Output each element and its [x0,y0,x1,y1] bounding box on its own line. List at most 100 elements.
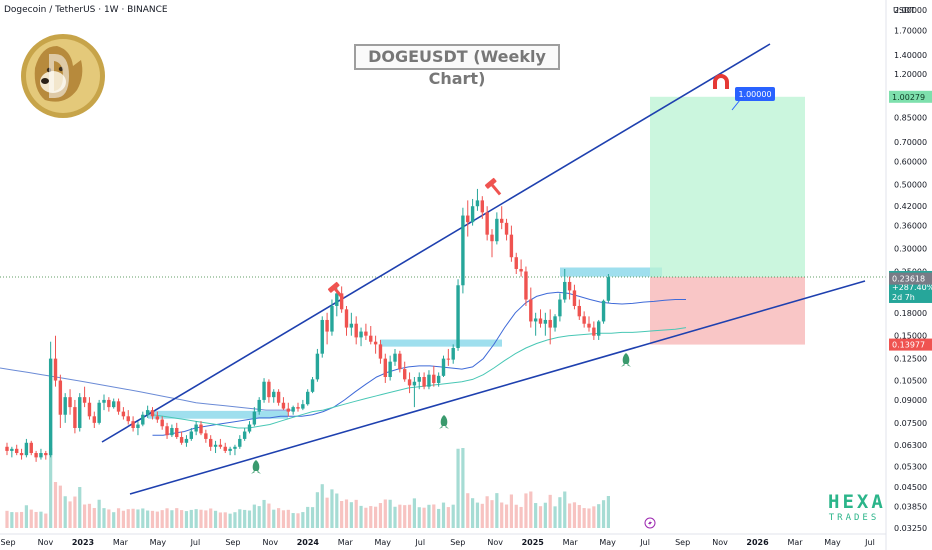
candle-body [63,397,67,415]
x-tick-label: Nov [38,538,54,547]
x-tick-label: 2026 [746,538,769,547]
volume-bar [437,508,441,528]
volume-bar [325,497,329,528]
candle-body [572,290,577,306]
volume-bar [92,507,96,528]
volume-bar [277,508,281,528]
volume-bar [480,503,484,528]
candle-body [15,448,19,454]
volume-bar [475,502,480,528]
volume-bar [504,504,509,528]
candle-body [461,215,465,286]
volume-bar [529,491,533,528]
volume-bar [136,509,140,528]
volume-bar [315,492,319,528]
y-tick-label: 0.04500 [894,483,927,492]
y-tick-label: 0.36000 [894,222,927,231]
last-price-tag-text: +287.40% [892,283,932,292]
candle-body [393,353,397,362]
volume-bar [63,496,67,528]
volume-bar [267,503,271,528]
volume-bar [524,493,528,528]
volume-bar [485,496,489,528]
candle-body [141,414,145,425]
candle-body [485,212,489,235]
y-tick-label: 0.15000 [894,332,927,341]
y-tick-label: 0.03850 [894,503,927,512]
y-tick-label: 0.18000 [894,309,927,318]
volume-bar [87,503,92,528]
symbol-header[interactable]: Dogecoin / TetherUS · 1W · BINANCE [4,5,168,15]
candle-body [189,431,193,439]
candle-body [136,424,140,428]
volume-bar [378,503,383,528]
volume-bar [121,510,125,528]
candle-body [97,402,101,423]
candle-body [301,404,305,409]
volume-bar [534,503,538,528]
volume-bar [286,509,290,528]
doge-logo [21,34,105,118]
volume-bar [330,489,334,528]
volume-bar [364,507,368,528]
volume-bar [189,509,193,528]
candle-body [567,281,572,291]
candle-body [500,218,504,223]
candle-body [276,391,281,403]
currency-label: USDT [893,6,915,15]
volume-bar [233,512,237,528]
hammer-icon [484,177,502,196]
candlesticks [5,188,611,462]
candle-body [563,281,567,300]
candle-body [291,407,295,412]
candle-body [48,358,53,456]
volume-bar [112,512,116,528]
volume-bar [335,493,339,528]
price-labels: 1.002790.23930+287.40%2d 7h0.236180.1397… [889,90,932,351]
volume-bar [538,506,543,528]
candle-body [68,397,72,408]
x-tick-label: Jul [414,538,425,547]
candle-body [223,446,227,451]
volume-bar [558,497,562,528]
volume-bar [34,511,38,528]
volume-bar [170,510,174,528]
x-tick-label: May [824,538,841,547]
y-tick-label: 0.07500 [894,419,927,428]
candle-body [369,335,373,342]
volume-bar [160,510,164,528]
candle-body [247,424,252,432]
candle-body [252,411,257,425]
candle-body [267,381,271,398]
volume-bar [155,511,159,528]
resistance-zone [560,267,662,277]
candle-body [286,408,290,412]
x-tick-label: May [599,538,616,547]
volume-bar [451,504,455,528]
volume-bar [354,499,358,528]
x-tick-label: 2024 [297,538,320,547]
volume-bar [422,507,426,528]
ema-price-tag-text: 0.23618 [892,275,925,284]
candle-body [204,433,208,439]
volume-bar [199,509,203,528]
target-pointer [731,99,741,111]
brand-logo: HEXA TRADES [828,492,883,524]
x-tick-label: Mar [338,538,354,547]
volume-bar [582,508,586,528]
volume-bar [131,508,135,528]
x-tick-label: Mar [563,538,579,547]
volume-bar [432,504,436,528]
volume-bar [572,502,577,528]
volume-bar [553,506,557,528]
candle-body [441,358,446,376]
candle-body [490,234,494,242]
candle-body [199,424,203,434]
volume-bar [495,493,499,528]
volume-bar [213,510,218,528]
candle-body [320,319,324,354]
candle-body [597,321,601,336]
volume-bar [73,496,77,528]
volume-bar [466,493,470,528]
